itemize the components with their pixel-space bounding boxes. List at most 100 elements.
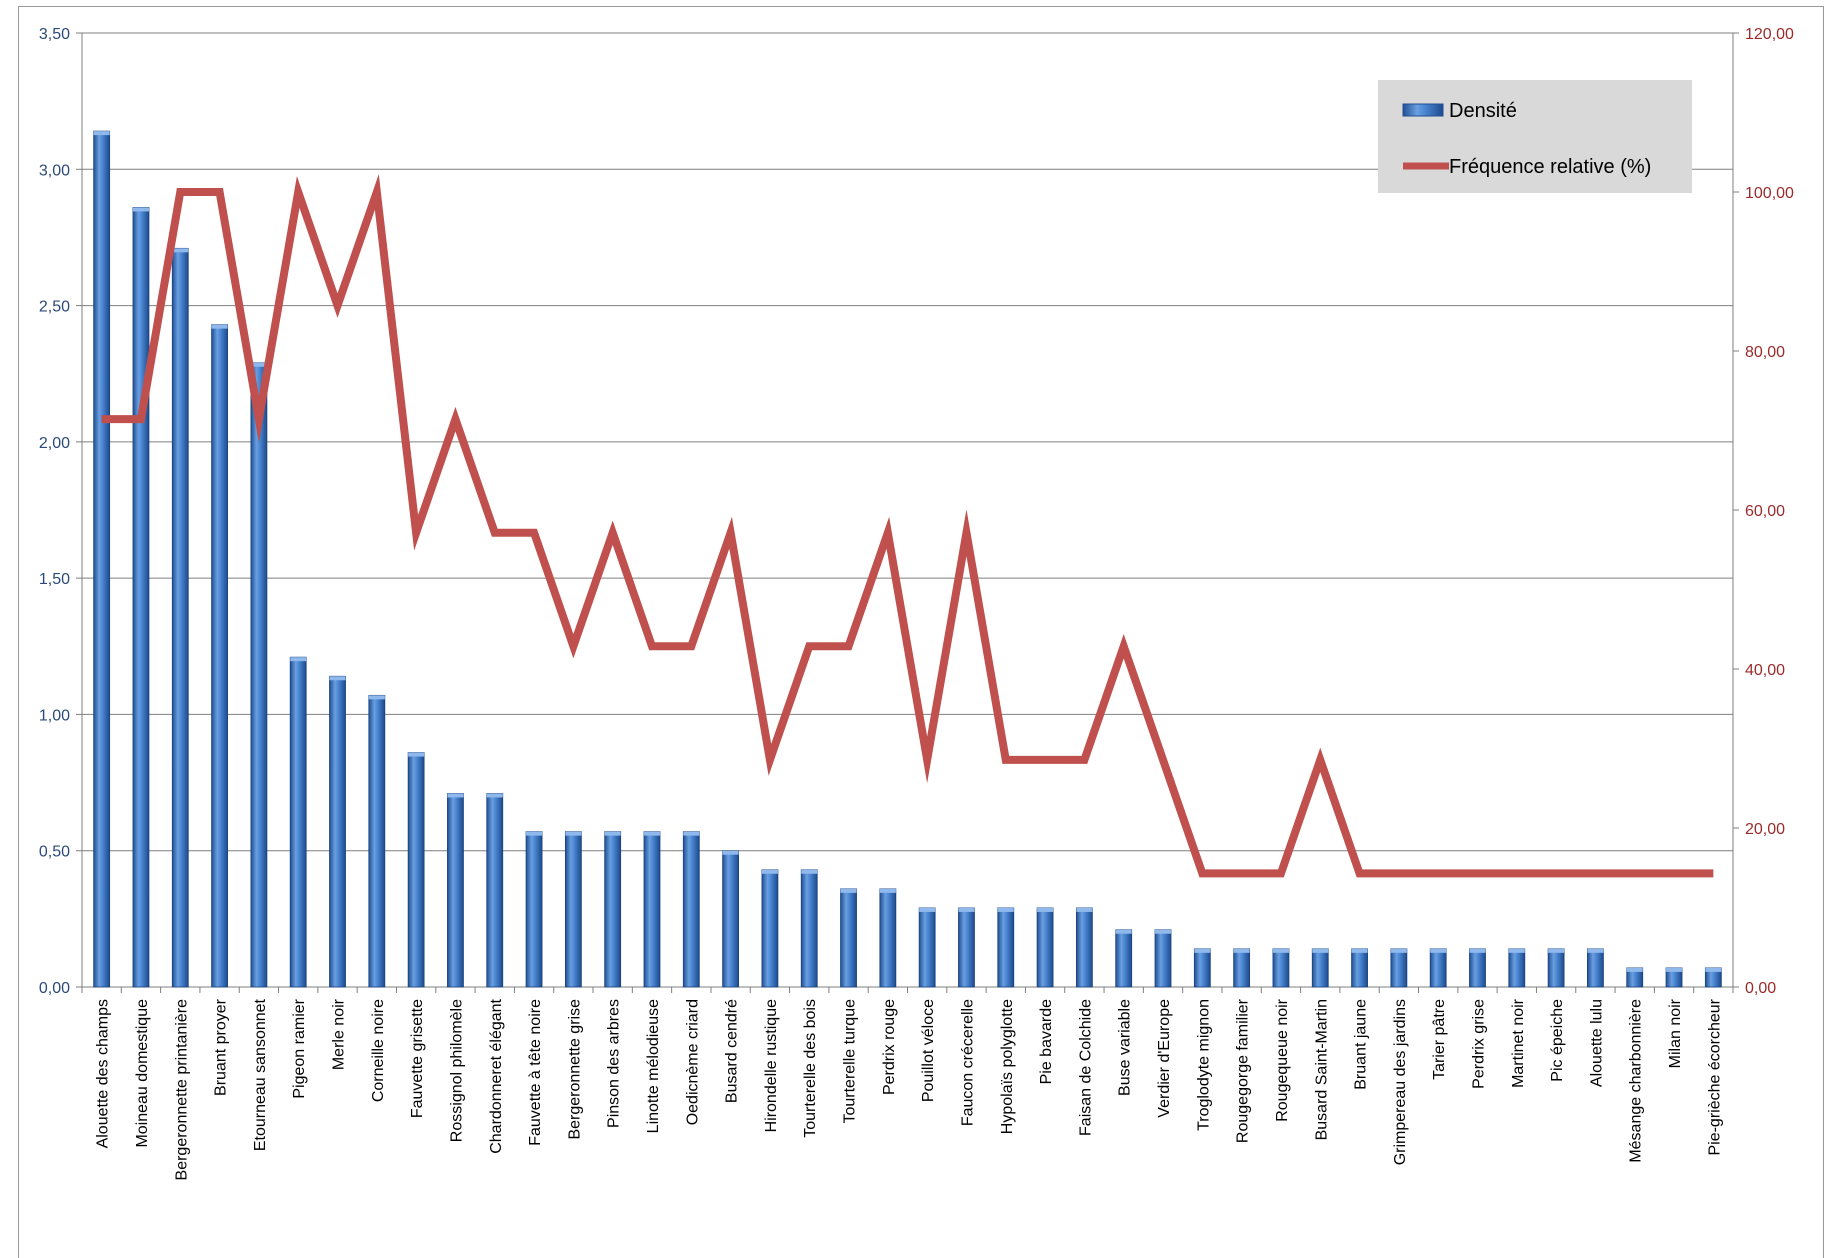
density-bar <box>1469 948 1486 988</box>
density-bar <box>368 694 386 988</box>
density-bar <box>1193 948 1211 988</box>
density-bar <box>250 362 268 988</box>
category-label: Bergeronnette grise <box>566 999 583 1140</box>
density-bar-top <box>1666 967 1683 972</box>
density-bar-top <box>761 869 778 874</box>
density-bar <box>879 888 897 988</box>
density-bar <box>564 831 582 988</box>
density-bar-top <box>840 888 857 893</box>
left-axis-tick-label: 0,50 <box>39 844 70 861</box>
category-label: Rougegorge familier <box>1235 998 1252 1143</box>
category-label: Tarier pâtre <box>1431 999 1448 1080</box>
density-bar <box>722 850 740 988</box>
category-label: Rossignol philomèle <box>448 999 465 1142</box>
category-label: Fauvette grisette <box>409 999 426 1118</box>
density-bar <box>1311 948 1329 988</box>
density-bar <box>1508 948 1526 988</box>
right-axis-tick-label: 40,00 <box>1745 662 1785 679</box>
density-bar-top <box>486 793 503 798</box>
density-bars <box>93 130 1722 988</box>
density-bar-top <box>879 888 896 893</box>
density-bar-top <box>1587 948 1604 953</box>
density-bar-top <box>1037 907 1054 912</box>
category-label: Oedicnème criard <box>684 999 701 1125</box>
legend-label-density: Densité <box>1449 100 1517 122</box>
density-bar-top <box>604 831 621 836</box>
category-label: Buse variable <box>1117 999 1134 1096</box>
category-label: Alouette lulu <box>1588 999 1605 1087</box>
density-bar-top <box>997 907 1014 912</box>
density-bar-top <box>1469 948 1486 953</box>
density-bar <box>604 831 622 988</box>
density-bar <box>1036 907 1054 988</box>
density-bar <box>211 324 228 988</box>
density-bar-top <box>1390 948 1407 953</box>
category-label: Bruant jaune <box>1353 999 1370 1090</box>
density-bar-top <box>447 793 464 798</box>
right-axis-tick-label: 60,00 <box>1745 503 1785 520</box>
legend: Densité Fréquence relative (%) <box>1378 80 1692 193</box>
frequency-line-layer <box>101 174 1714 878</box>
density-bar <box>289 656 307 988</box>
density-bar <box>171 247 189 988</box>
right-axis-tick-label: 20,00 <box>1745 821 1785 838</box>
category-label: Fauvette à tête noire <box>527 999 544 1146</box>
category-label: Pouillot véloce <box>920 999 937 1102</box>
density-bar-top <box>1351 948 1368 953</box>
density-bar-top <box>1194 948 1211 953</box>
density-bar <box>486 793 504 988</box>
left-axis-tick-label: 2,00 <box>39 435 70 452</box>
legend-label-frequency: Fréquence relative (%) <box>1449 156 1651 178</box>
right-axis-tick-label: 100,00 <box>1745 185 1794 202</box>
density-bar <box>840 888 857 988</box>
category-label: Mésange charbonnière <box>1628 999 1645 1163</box>
density-bar-top <box>1076 907 1093 912</box>
density-bar <box>1429 948 1447 988</box>
density-bar-top <box>1508 948 1525 953</box>
density-bar <box>918 907 936 988</box>
category-label: Perdrix grise <box>1470 999 1487 1089</box>
density-bar <box>407 752 425 988</box>
category-label: Busard Saint-Martin <box>1313 999 1330 1140</box>
density-bar-top <box>919 907 936 912</box>
category-label: Faucon crécerelle <box>959 999 976 1126</box>
category-label: Pic épeiche <box>1549 999 1566 1082</box>
density-bar-top <box>329 676 346 681</box>
density-bar-top <box>526 831 543 836</box>
category-label: Pie bavarde <box>1038 999 1055 1084</box>
density-bar-top <box>132 207 149 212</box>
right-axis-tick-label: 120,00 <box>1745 26 1794 43</box>
density-bar-top <box>211 324 228 329</box>
density-bar <box>1272 948 1290 988</box>
axes <box>76 32 1739 993</box>
density-bar-top <box>1233 948 1250 953</box>
left-axis-tick-label: 3,00 <box>39 162 70 179</box>
density-bar-top <box>722 850 739 855</box>
left-axis-tick-label: 0,00 <box>39 980 70 997</box>
category-label: Perdrix rouge <box>881 999 898 1095</box>
density-bar-top <box>643 831 660 836</box>
density-bar <box>93 130 111 988</box>
density-bar <box>447 793 464 988</box>
density-bar <box>1115 929 1133 988</box>
left-axis-tick-label: 3,50 <box>39 26 70 43</box>
density-bar-top <box>1705 967 1722 972</box>
density-bar <box>1233 948 1251 988</box>
category-label: Verdier d'Europe <box>1156 999 1173 1118</box>
density-bar-top <box>93 131 110 136</box>
tick-labels: 0,00 0,50 1,00 1,50 2,00 2,50 3,00 3,50 0,00 20,0… <box>39 26 1794 1180</box>
category-label: Merle noir <box>331 998 348 1070</box>
density-bar-top <box>408 752 425 757</box>
right-axis-tick-label: 0,00 <box>1745 980 1776 997</box>
density-bar <box>329 675 346 988</box>
category-label: Alouette des champs <box>95 999 112 1148</box>
left-axis-tick-label: 1,00 <box>39 707 70 724</box>
category-label: Bruant proyer <box>213 998 230 1096</box>
category-label: Linotte mélodieuse <box>645 999 662 1133</box>
density-bar <box>761 869 779 988</box>
density-bar-top <box>801 869 818 874</box>
density-bar-top <box>1272 948 1289 953</box>
density-bar-top <box>1312 948 1329 953</box>
density-bar <box>997 907 1015 988</box>
density-bar-top <box>958 907 975 912</box>
